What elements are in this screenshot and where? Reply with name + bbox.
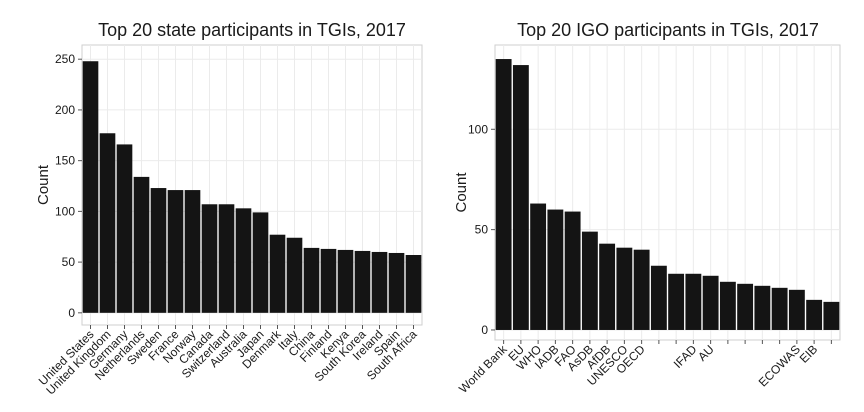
bar xyxy=(512,65,529,330)
chart-title: Top 20 state participants in TGIs, 2017 xyxy=(98,20,406,40)
bar xyxy=(116,144,133,313)
bar xyxy=(668,273,685,330)
bar xyxy=(269,234,286,313)
bar xyxy=(650,265,667,330)
bar xyxy=(495,59,512,330)
bar xyxy=(547,209,564,330)
y-tick-label: 250 xyxy=(55,52,75,66)
bar xyxy=(564,211,581,330)
bar xyxy=(530,203,547,330)
bar xyxy=(388,252,405,313)
chart-title: Top 20 IGO participants in TGIs, 2017 xyxy=(517,20,819,40)
bar xyxy=(218,204,235,313)
y-tick-label: 0 xyxy=(481,323,488,337)
bar xyxy=(771,287,788,330)
bar xyxy=(685,273,702,330)
bar xyxy=(133,176,150,313)
y-tick-label: 50 xyxy=(475,223,489,237)
bar xyxy=(201,204,218,313)
bar xyxy=(337,249,354,313)
bar xyxy=(82,61,99,313)
bar xyxy=(788,289,805,330)
bar xyxy=(633,249,650,330)
bar xyxy=(616,247,633,330)
bar xyxy=(320,248,337,313)
bar xyxy=(581,231,598,330)
bar xyxy=(823,301,840,330)
bar xyxy=(405,255,422,313)
bar xyxy=(99,133,116,313)
y-axis-label: Count xyxy=(35,164,52,205)
bar xyxy=(286,237,303,313)
y-tick-label: 100 xyxy=(55,204,75,218)
plot-area xyxy=(494,44,841,341)
y-tick-label: 100 xyxy=(468,122,488,136)
y-tick-label: 50 xyxy=(62,255,76,269)
y-tick-label: 150 xyxy=(55,154,75,168)
bar xyxy=(354,250,371,313)
bar xyxy=(754,285,771,330)
bar xyxy=(184,190,201,313)
bar xyxy=(303,247,320,313)
y-tick-label: 200 xyxy=(55,103,75,117)
y-axis-label: Count xyxy=(453,172,470,213)
y-tick-label: 0 xyxy=(68,306,75,320)
bar xyxy=(719,281,736,330)
bar xyxy=(599,243,616,330)
bar xyxy=(167,190,184,313)
bar xyxy=(806,299,823,330)
bar xyxy=(371,251,388,313)
plot-area xyxy=(81,44,423,326)
bar xyxy=(235,208,252,313)
bar xyxy=(737,283,754,330)
bar xyxy=(150,188,167,313)
bar xyxy=(702,275,719,330)
bar xyxy=(252,212,269,313)
